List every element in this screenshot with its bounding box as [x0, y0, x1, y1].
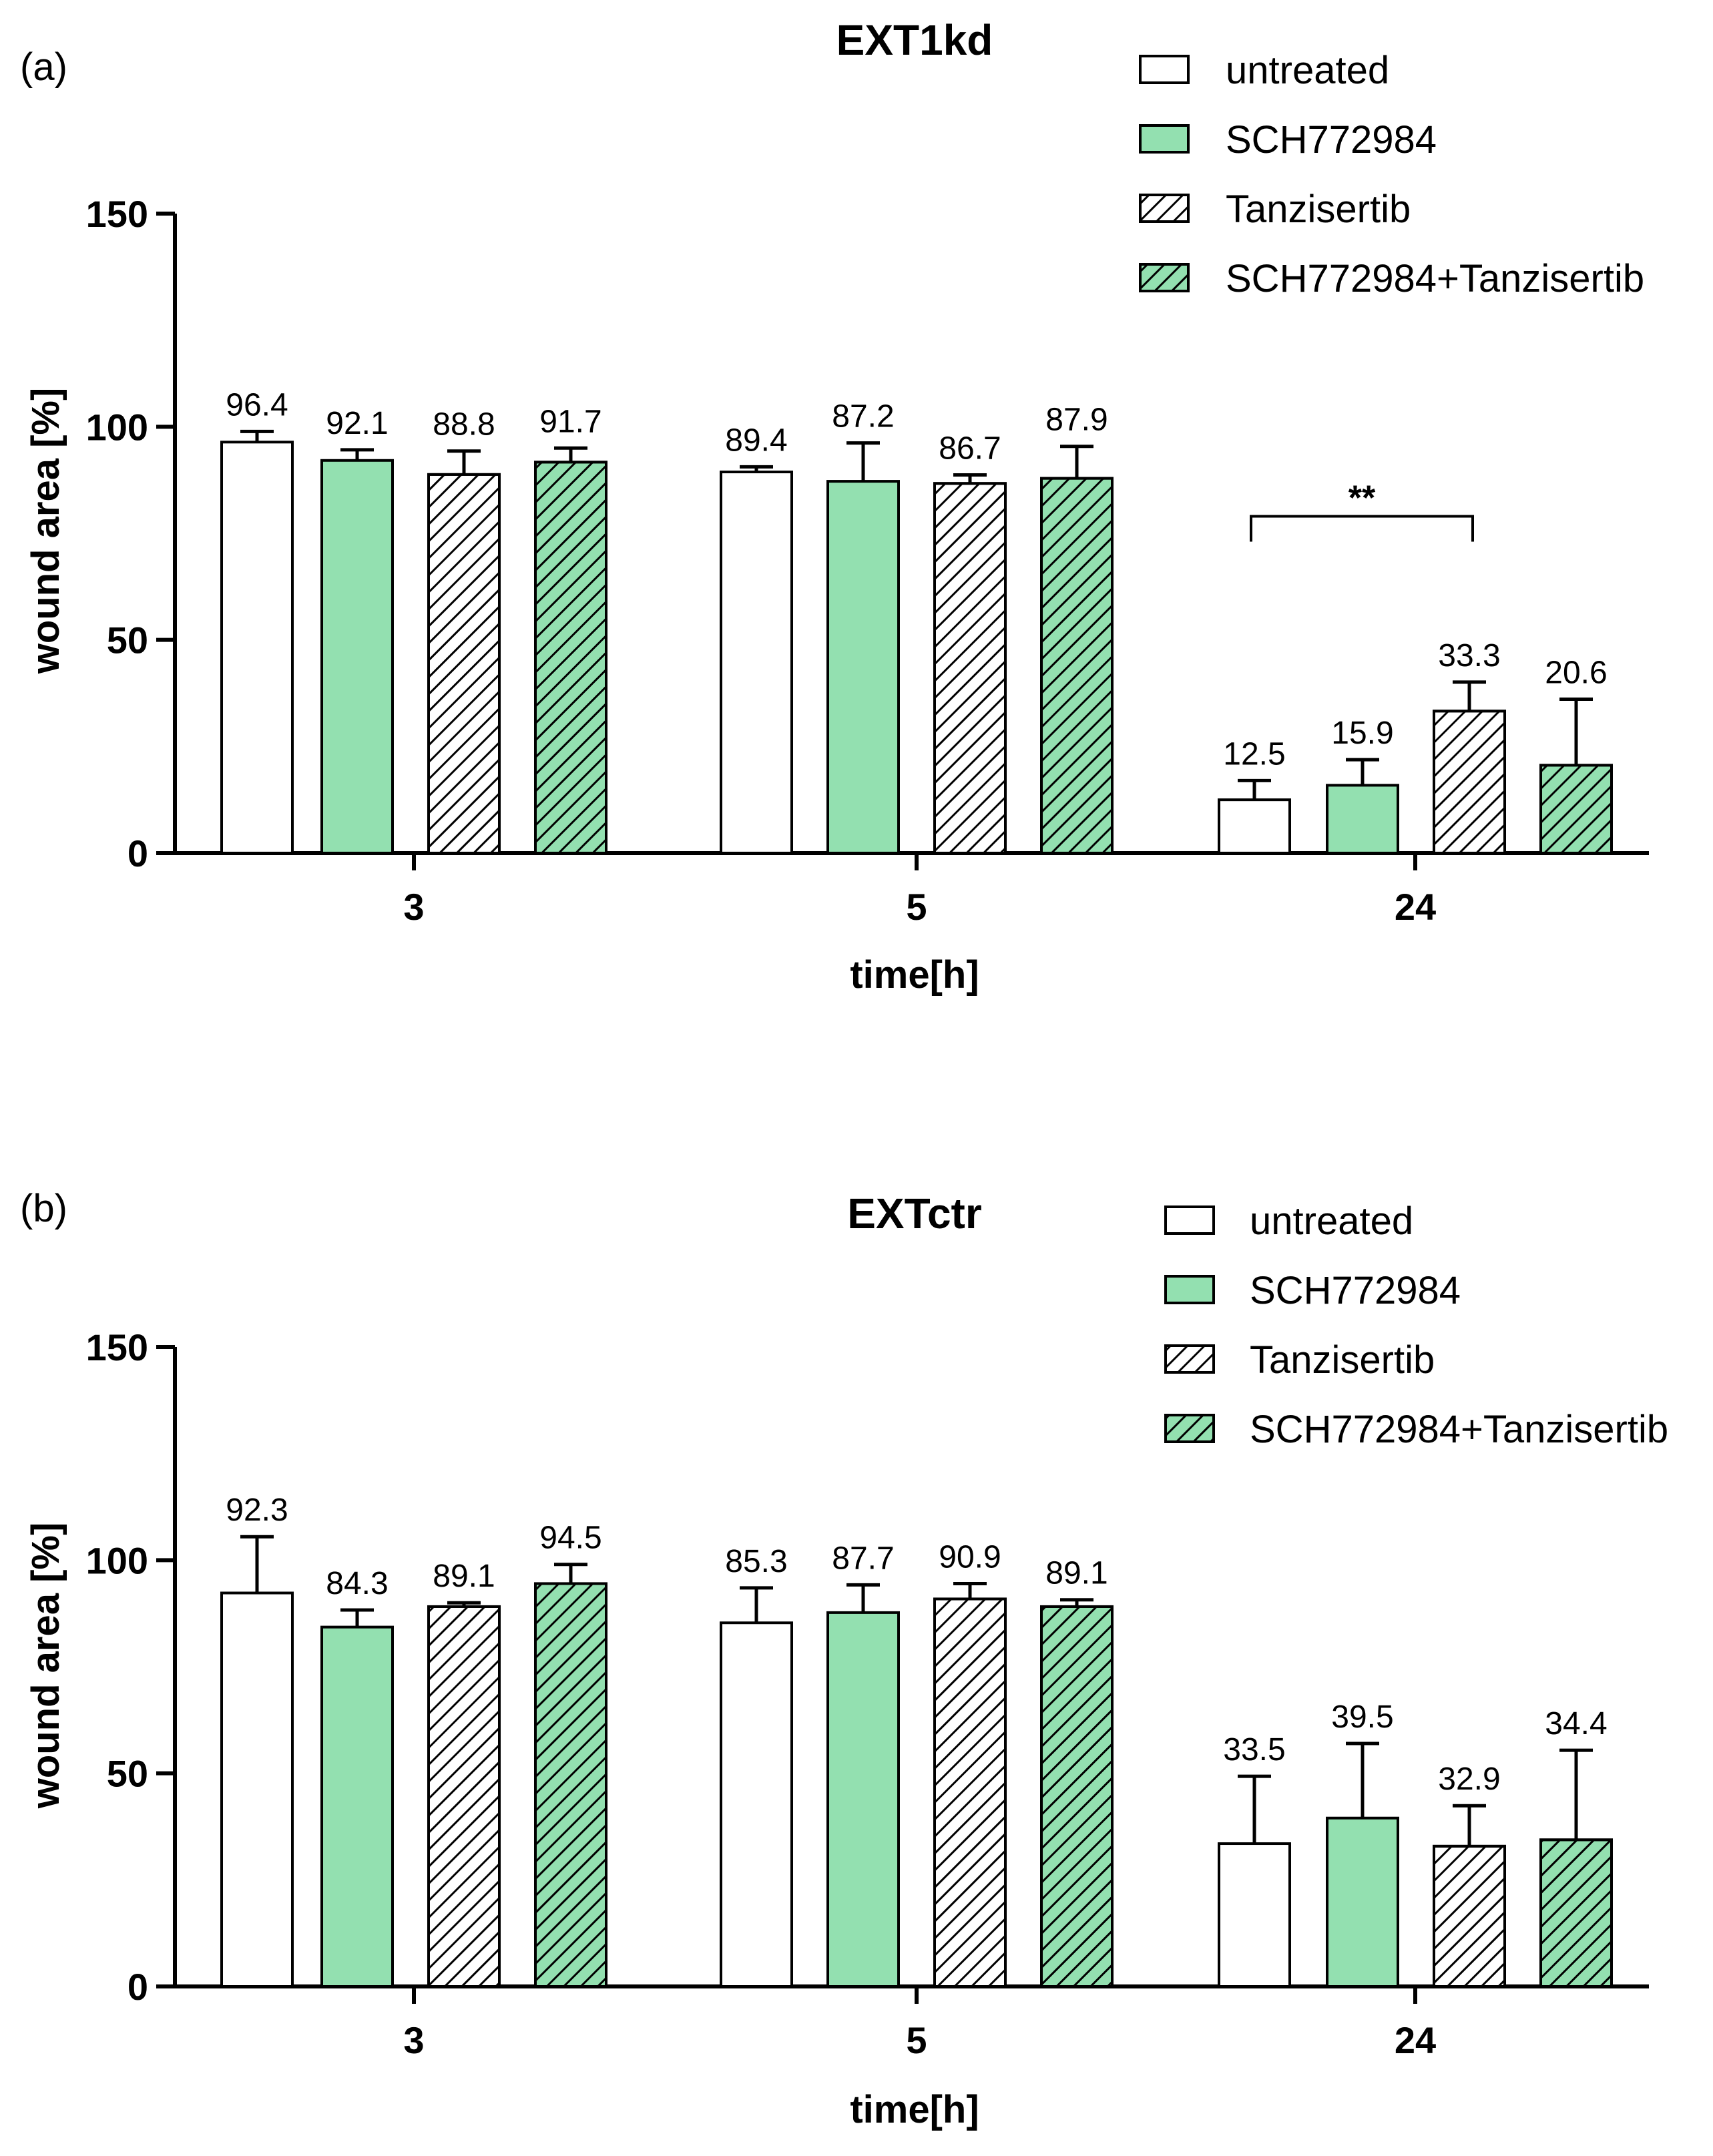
panel-b-ylabel: wound area [%] [24, 1523, 67, 1810]
bar-hatch [1041, 1607, 1112, 1986]
y-tick-label: 150 [86, 1326, 148, 1368]
legend-swatch-hatch [1140, 264, 1188, 291]
panel-a-label: (a) [20, 45, 67, 89]
data-label: 86.7 [939, 431, 1001, 467]
panel-a-ylabel: wound area [%] [24, 388, 67, 675]
significance-bracket [1251, 516, 1473, 541]
data-label: 88.8 [433, 407, 495, 443]
data-label: 32.9 [1438, 1762, 1500, 1797]
panel-b-label: (b) [20, 1187, 67, 1230]
bar-hatch [1041, 479, 1112, 853]
panel-b-legend: untreated SCH772984 Tanzisertib SCH77298… [1166, 1199, 1668, 1451]
legend-swatch [1166, 1276, 1214, 1303]
bar-hatch [935, 483, 1005, 853]
legend-label: SCH772984+Tanzisertib [1226, 257, 1644, 300]
data-label: 89.1 [433, 1559, 495, 1594]
data-label: 89.1 [1045, 1556, 1108, 1591]
legend-label: untreated [1226, 49, 1389, 92]
data-label: 87.2 [832, 399, 894, 435]
data-label: 87.9 [1045, 402, 1108, 438]
figure: (a) EXT1kd wound area [%] time[h] untrea… [0, 0, 1713, 2156]
significance-label: ** [1349, 479, 1376, 517]
legend-swatch [1140, 56, 1188, 83]
x-tick-label: 3 [403, 2019, 424, 2061]
x-tick-label: 3 [403, 886, 424, 928]
bar [1219, 1844, 1290, 1986]
panel-b-xlabel: time[h] [850, 2088, 979, 2131]
legend-label: Tanzisertib [1250, 1338, 1435, 1382]
bar [1327, 1818, 1398, 1986]
data-label: 96.4 [226, 387, 288, 423]
panel-a-title: EXT1kd [836, 16, 993, 64]
legend-label: SCH772984+Tanzisertib [1250, 1408, 1668, 1451]
data-label: 34.4 [1545, 1706, 1607, 1741]
x-tick-label: 24 [1395, 2019, 1436, 2061]
panel-a-legend: untreated SCH772984 Tanzisertib SCH77298… [1140, 49, 1644, 300]
data-label: 84.3 [326, 1566, 388, 1601]
data-label: 90.9 [939, 1539, 1001, 1575]
bar [828, 1613, 899, 1986]
data-label: 94.5 [539, 1521, 601, 1556]
y-tick-label: 150 [86, 193, 148, 235]
legend-swatch-hatch [1140, 195, 1188, 222]
data-label: 91.7 [539, 404, 601, 439]
bar [222, 1593, 292, 1986]
bar [721, 472, 792, 853]
panel-b-title: EXTctr [847, 1189, 982, 1238]
bar [828, 481, 899, 853]
legend-label: SCH772984 [1226, 118, 1437, 162]
data-label: 15.9 [1331, 716, 1393, 751]
legend-label: SCH772984 [1250, 1269, 1461, 1312]
bar-hatch [1434, 1846, 1505, 1986]
data-label: 33.3 [1438, 638, 1500, 673]
data-label: 89.4 [725, 423, 787, 458]
bar-hatch [429, 475, 499, 853]
legend-swatch [1166, 1207, 1214, 1234]
bar [721, 1623, 792, 1986]
bar [1327, 785, 1398, 853]
y-tick-label: 0 [128, 1966, 148, 2008]
legend-label: untreated [1250, 1199, 1413, 1243]
bar [1219, 800, 1290, 853]
legend-swatch-hatch [1166, 1415, 1214, 1442]
bar-hatch [1541, 1840, 1612, 1986]
bar-hatch [429, 1607, 499, 1986]
legend-swatch [1140, 125, 1188, 152]
bar [322, 461, 393, 853]
legend-label: Tanzisertib [1226, 188, 1411, 231]
data-label: 92.3 [226, 1493, 288, 1528]
y-tick-label: 50 [107, 619, 148, 661]
bar-hatch [935, 1599, 1005, 1986]
y-tick-label: 50 [107, 1753, 148, 1795]
bar-hatch [535, 462, 606, 853]
data-label: 33.5 [1223, 1732, 1285, 1768]
data-label: 92.1 [326, 406, 388, 441]
bar [222, 442, 292, 853]
x-tick-label: 24 [1395, 886, 1436, 928]
data-label: 20.6 [1545, 655, 1607, 690]
data-label: 85.3 [725, 1544, 787, 1579]
data-label: 39.5 [1331, 1699, 1393, 1735]
x-tick-label: 5 [906, 2019, 927, 2061]
bar-hatch [535, 1583, 606, 1986]
y-tick-label: 0 [128, 832, 148, 874]
data-label: 12.5 [1223, 736, 1285, 772]
y-tick-label: 100 [86, 406, 148, 448]
y-tick-label: 100 [86, 1539, 148, 1581]
bar [322, 1627, 393, 1986]
legend-swatch-hatch [1166, 1346, 1214, 1372]
x-tick-label: 5 [906, 886, 927, 928]
bar-hatch [1541, 765, 1612, 853]
data-label: 87.7 [832, 1541, 894, 1576]
panel-a-plot: 0 50 100 150 3 96.4 92.1 88.8 91.7 5 89.4 87.2 86.7 8… [86, 193, 1649, 928]
bar-hatch [1434, 711, 1505, 853]
panel-a-xlabel: time[h] [850, 953, 979, 997]
